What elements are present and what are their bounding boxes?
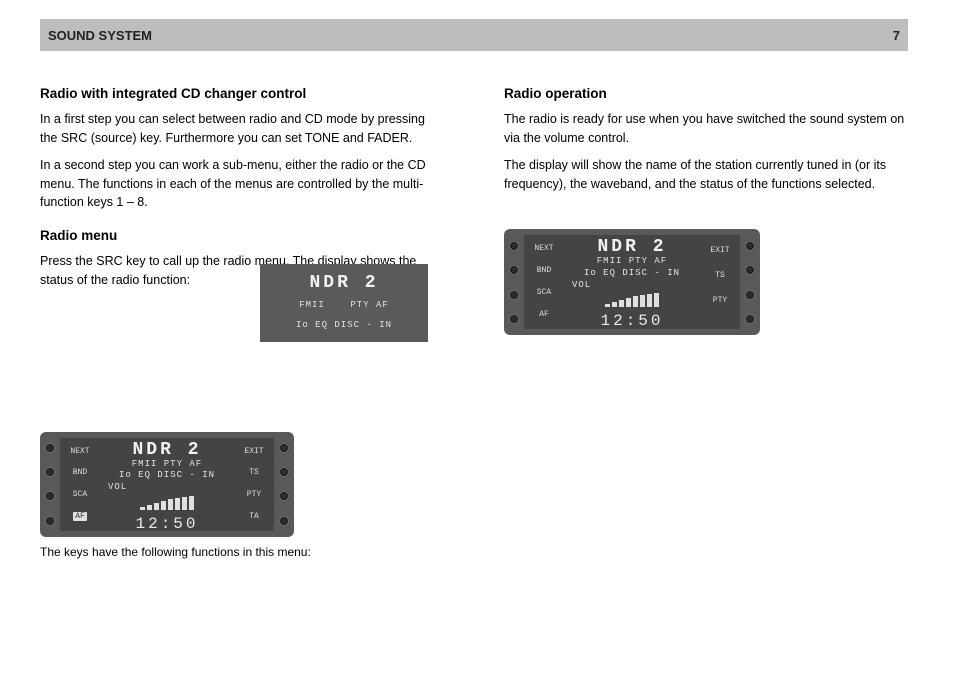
lbl-sca: SCA bbox=[66, 489, 94, 501]
button-2[interactable] bbox=[45, 467, 55, 477]
large-main: NDR 2 bbox=[94, 441, 240, 459]
mid-vol-bar bbox=[605, 293, 659, 307]
header-page-num: 7 bbox=[893, 28, 900, 43]
header-left: SOUND SYSTEM bbox=[48, 28, 152, 43]
mid-button-8[interactable] bbox=[745, 314, 755, 324]
button-1[interactable] bbox=[45, 443, 55, 453]
mid-lbl-ts: TS bbox=[706, 270, 734, 282]
lbl-ts: TS bbox=[240, 467, 268, 479]
simple-main: NDR 2 bbox=[270, 274, 418, 292]
lbl-bnd: BND bbox=[66, 467, 94, 479]
simple-row2: Io EQ DISC - IN bbox=[270, 320, 418, 332]
heading-radio-op: Radio operation bbox=[504, 84, 908, 104]
large-clock: 12:50 bbox=[94, 512, 240, 536]
mid-lbl-sca: SCA bbox=[530, 287, 558, 299]
mid-right-labels: EXIT TS PTY bbox=[706, 238, 734, 326]
radio-display-simple: NDR 2 FMII PTY AF Io EQ DISC - IN bbox=[260, 264, 428, 342]
heading-radio-cd: Radio with integrated CD changer control bbox=[40, 84, 444, 104]
page-body: Radio with integrated CD changer control… bbox=[40, 70, 908, 569]
mid-clock: 12:50 bbox=[558, 309, 706, 333]
right-button-column bbox=[278, 436, 290, 533]
button-4[interactable] bbox=[45, 516, 55, 526]
left-column: Radio with integrated CD changer control… bbox=[40, 70, 444, 569]
radio-unit-mid: NEXT BND SCA AF NDR 2 FMII PTY AF Io EQ … bbox=[504, 229, 760, 335]
mid-button-4[interactable] bbox=[509, 314, 519, 324]
lbl-ta: TA bbox=[240, 511, 268, 523]
mid-lbl-pty: PTY bbox=[706, 295, 734, 307]
right-column: Radio operation The radio is ready for u… bbox=[504, 70, 908, 569]
mid-button-5[interactable] bbox=[745, 241, 755, 251]
simple-row1: FMII PTY AF bbox=[270, 300, 418, 312]
lbl-exit: EXIT bbox=[240, 446, 268, 458]
left-button-column bbox=[44, 436, 56, 533]
large-screen: NEXT BND SCA AF NDR 2 FMII PTY AF Io EQ … bbox=[60, 438, 274, 531]
mid-main: NDR 2 bbox=[558, 238, 706, 256]
mid-row1: FMII PTY AF bbox=[558, 256, 706, 268]
para-src-key: In a first step you can select between r… bbox=[40, 110, 444, 148]
mid-row2: Io EQ DISC - IN bbox=[558, 268, 706, 280]
large-row2: Io EQ DISC - IN bbox=[94, 470, 240, 482]
large-left-labels: NEXT BND SCA AF bbox=[66, 441, 94, 528]
mid-lbl-next: NEXT bbox=[530, 243, 558, 255]
mid-vol-label: VOL bbox=[558, 280, 706, 292]
caption-large: The keys have the following functions in… bbox=[40, 543, 444, 561]
button-6[interactable] bbox=[279, 467, 289, 477]
page-header-bar: SOUND SYSTEM 7 bbox=[40, 19, 908, 51]
simple-row1-left: FMII bbox=[299, 300, 325, 310]
large-vol-bar bbox=[140, 496, 194, 510]
mid-left-button-column bbox=[508, 233, 520, 331]
mid-screen: NEXT BND SCA AF NDR 2 FMII PTY AF Io EQ … bbox=[524, 235, 740, 329]
mid-lbl-af: AF bbox=[530, 309, 558, 321]
para-submenu: In a second step you can work a sub-menu… bbox=[40, 156, 444, 212]
large-row1: FMII PTY AF bbox=[94, 459, 240, 471]
mid-button-6[interactable] bbox=[745, 265, 755, 275]
large-right-labels: EXIT TS PTY TA bbox=[240, 441, 268, 528]
para-display: The display will show the name of the st… bbox=[504, 156, 908, 194]
mid-lbl-exit: EXIT bbox=[706, 245, 734, 257]
mid-button-1[interactable] bbox=[509, 241, 519, 251]
button-8[interactable] bbox=[279, 516, 289, 526]
lbl-pty: PTY bbox=[240, 489, 268, 501]
mid-lbl-bnd: BND bbox=[530, 265, 558, 277]
mid-left-labels: NEXT BND SCA AF bbox=[530, 238, 558, 326]
mid-button-7[interactable] bbox=[745, 290, 755, 300]
large-vol-label: VOL bbox=[94, 482, 240, 494]
button-5[interactable] bbox=[279, 443, 289, 453]
heading-radio-menu: Radio menu bbox=[40, 226, 444, 246]
lbl-af-hilite: AF bbox=[73, 512, 87, 521]
simple-row1-right: PTY AF bbox=[350, 300, 388, 310]
mid-button-2[interactable] bbox=[509, 265, 519, 275]
para-ready: The radio is ready for use when you have… bbox=[504, 110, 908, 148]
mid-button-3[interactable] bbox=[509, 290, 519, 300]
button-3[interactable] bbox=[45, 491, 55, 501]
radio-unit-large: NEXT BND SCA AF NDR 2 FMII PTY AF Io EQ … bbox=[40, 432, 294, 537]
button-7[interactable] bbox=[279, 491, 289, 501]
lbl-next: NEXT bbox=[66, 446, 94, 458]
mid-right-button-column bbox=[744, 233, 756, 331]
